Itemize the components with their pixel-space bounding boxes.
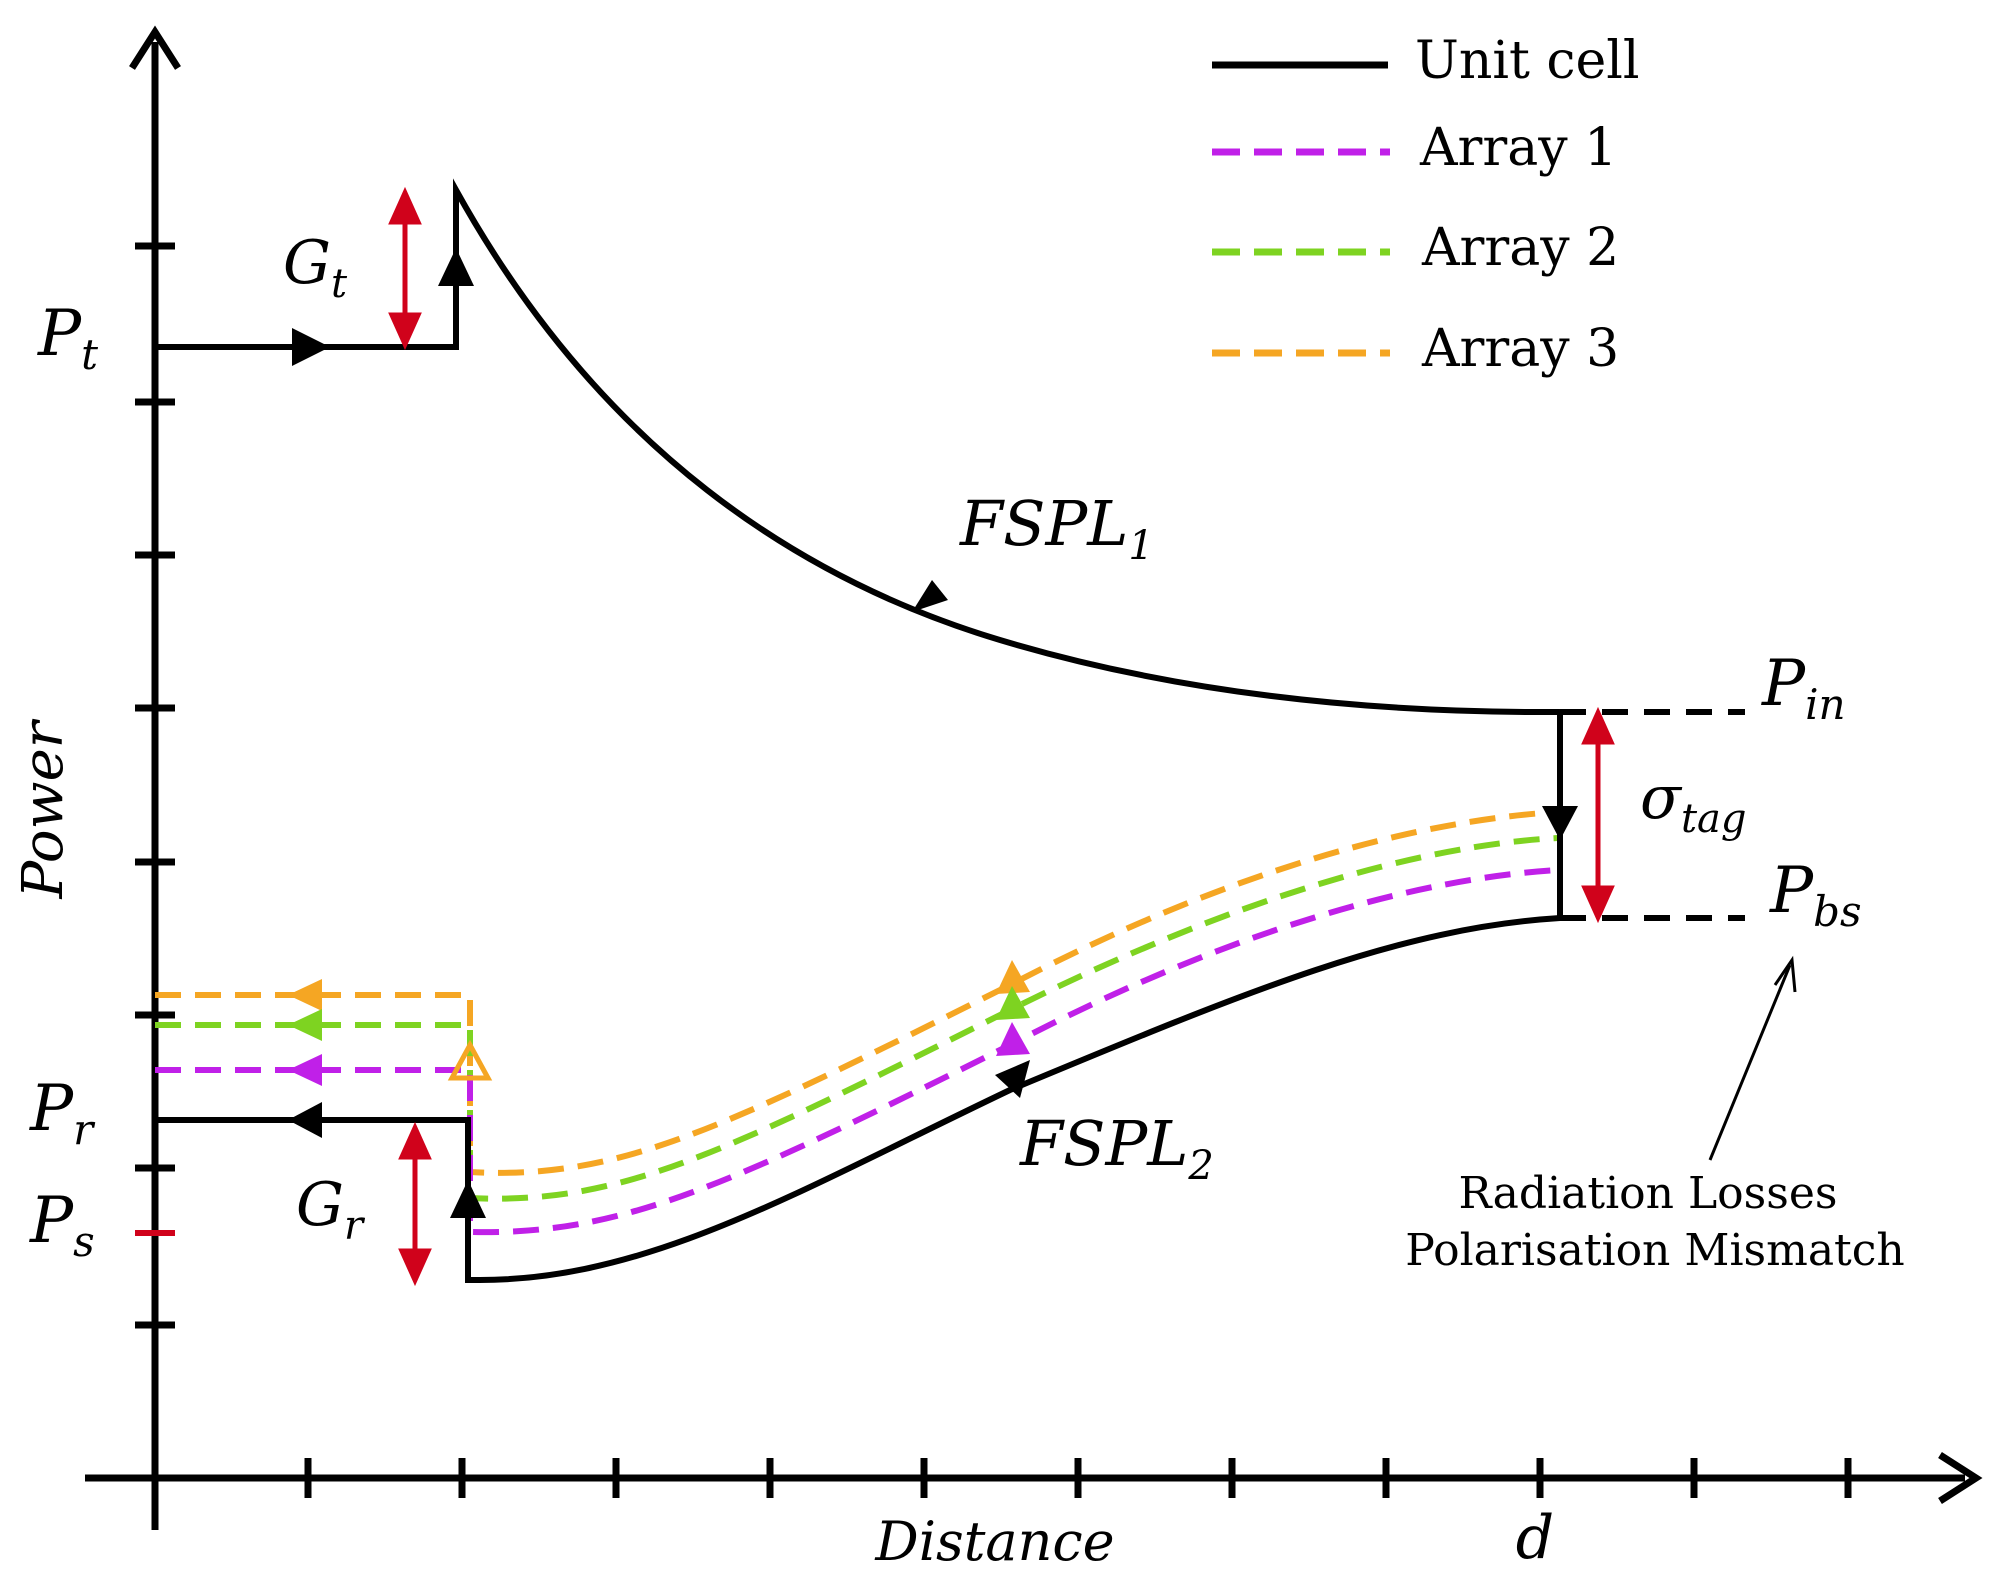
gt-arrow-bottom [388, 312, 422, 351]
level-labels: Pt Pr Ps Pin Pbs [29, 297, 1862, 1266]
gr-arrow-top [398, 1121, 432, 1160]
unit-cell-transmit [155, 178, 1561, 716]
array3-curve [155, 809, 1559, 1176]
legend-array2-label: Array 2 [1421, 218, 1619, 278]
array-arrowheads [288, 960, 1030, 1086]
array1-curve-arrowhead [996, 1022, 1030, 1056]
array2-curve-arrowhead [996, 986, 1030, 1020]
gr-label: Gr [296, 1170, 366, 1249]
array2-curve [155, 835, 1559, 1202]
legend: Unit cell Array 1 Array 2 Array 3 [1212, 31, 1640, 379]
array-curves [155, 809, 1559, 1236]
fspl1-arrowhead [912, 580, 948, 612]
sigma-down-arrowhead [1542, 806, 1578, 840]
array2-left-arrowhead [288, 1009, 322, 1041]
legend-array3-label: Array 3 [1421, 319, 1619, 379]
pr-label: Pr [29, 1072, 96, 1154]
legend-unit-cell-label: Unit cell [1415, 31, 1640, 91]
x-axis-arrowhead [1938, 1452, 1983, 1504]
gr-up-arrowhead [450, 1180, 486, 1218]
radiation-losses-text: Radiation Losses [1459, 1168, 1838, 1219]
radiation-pointer-line [1708, 964, 1792, 1161]
fspl2-label: FSPL2 [1019, 1107, 1214, 1189]
radiation-pointer [1708, 955, 1797, 1161]
unit-cell-arrowheads [288, 248, 1578, 1218]
array3-vertical-arrowhead [447, 1039, 493, 1081]
array3-left-arrowhead [288, 979, 322, 1011]
x-axis-label: Distance [874, 1510, 1114, 1573]
gt-label: Gt [283, 228, 348, 307]
pin-label: Pin [1761, 647, 1846, 729]
x-marker-d-label: d [1516, 1503, 1554, 1573]
unit-cell-return [155, 915, 1561, 1283]
radiation-pointer-head [1773, 955, 1797, 993]
x-axis-ticks [304, 1458, 1852, 1498]
array1-curve [155, 867, 1559, 1236]
array3-curve-arrowhead [996, 960, 1030, 994]
sigma-label: σtag [1640, 763, 1747, 842]
gt-arrow-top [388, 186, 422, 225]
axes [85, 25, 1983, 1530]
gt-up-arrowhead [438, 248, 474, 286]
y-axis-label: Power [11, 718, 76, 899]
legend-array1-label: Array 1 [1419, 118, 1617, 178]
array1-left-arrowhead [288, 1054, 322, 1086]
y-axis-arrowhead [129, 25, 181, 70]
pt-label: Pt [37, 297, 98, 379]
path-labels: Gt Gr FSPL1 FSPL2 σtag [283, 228, 1747, 1249]
radiation-note: Radiation Losses Polarisation Mismatch [1405, 1168, 1904, 1276]
ps-label: Ps [29, 1184, 95, 1266]
sigma-arrow-top [1581, 706, 1615, 745]
fspl1-label: FSPL1 [959, 487, 1154, 569]
pt-right-arrowhead [292, 328, 330, 366]
pr-left-arrowhead [288, 1102, 322, 1138]
annotation-arrows [388, 186, 1615, 1287]
pbs-label: Pbs [1769, 854, 1862, 936]
y-axis-ticks [135, 242, 175, 1329]
sigma-arrow-bottom [1581, 885, 1615, 924]
fspl2-arrowhead [995, 1060, 1030, 1098]
gr-arrow-bottom [398, 1248, 432, 1287]
polarisation-mismatch-text: Polarisation Mismatch [1405, 1225, 1904, 1276]
